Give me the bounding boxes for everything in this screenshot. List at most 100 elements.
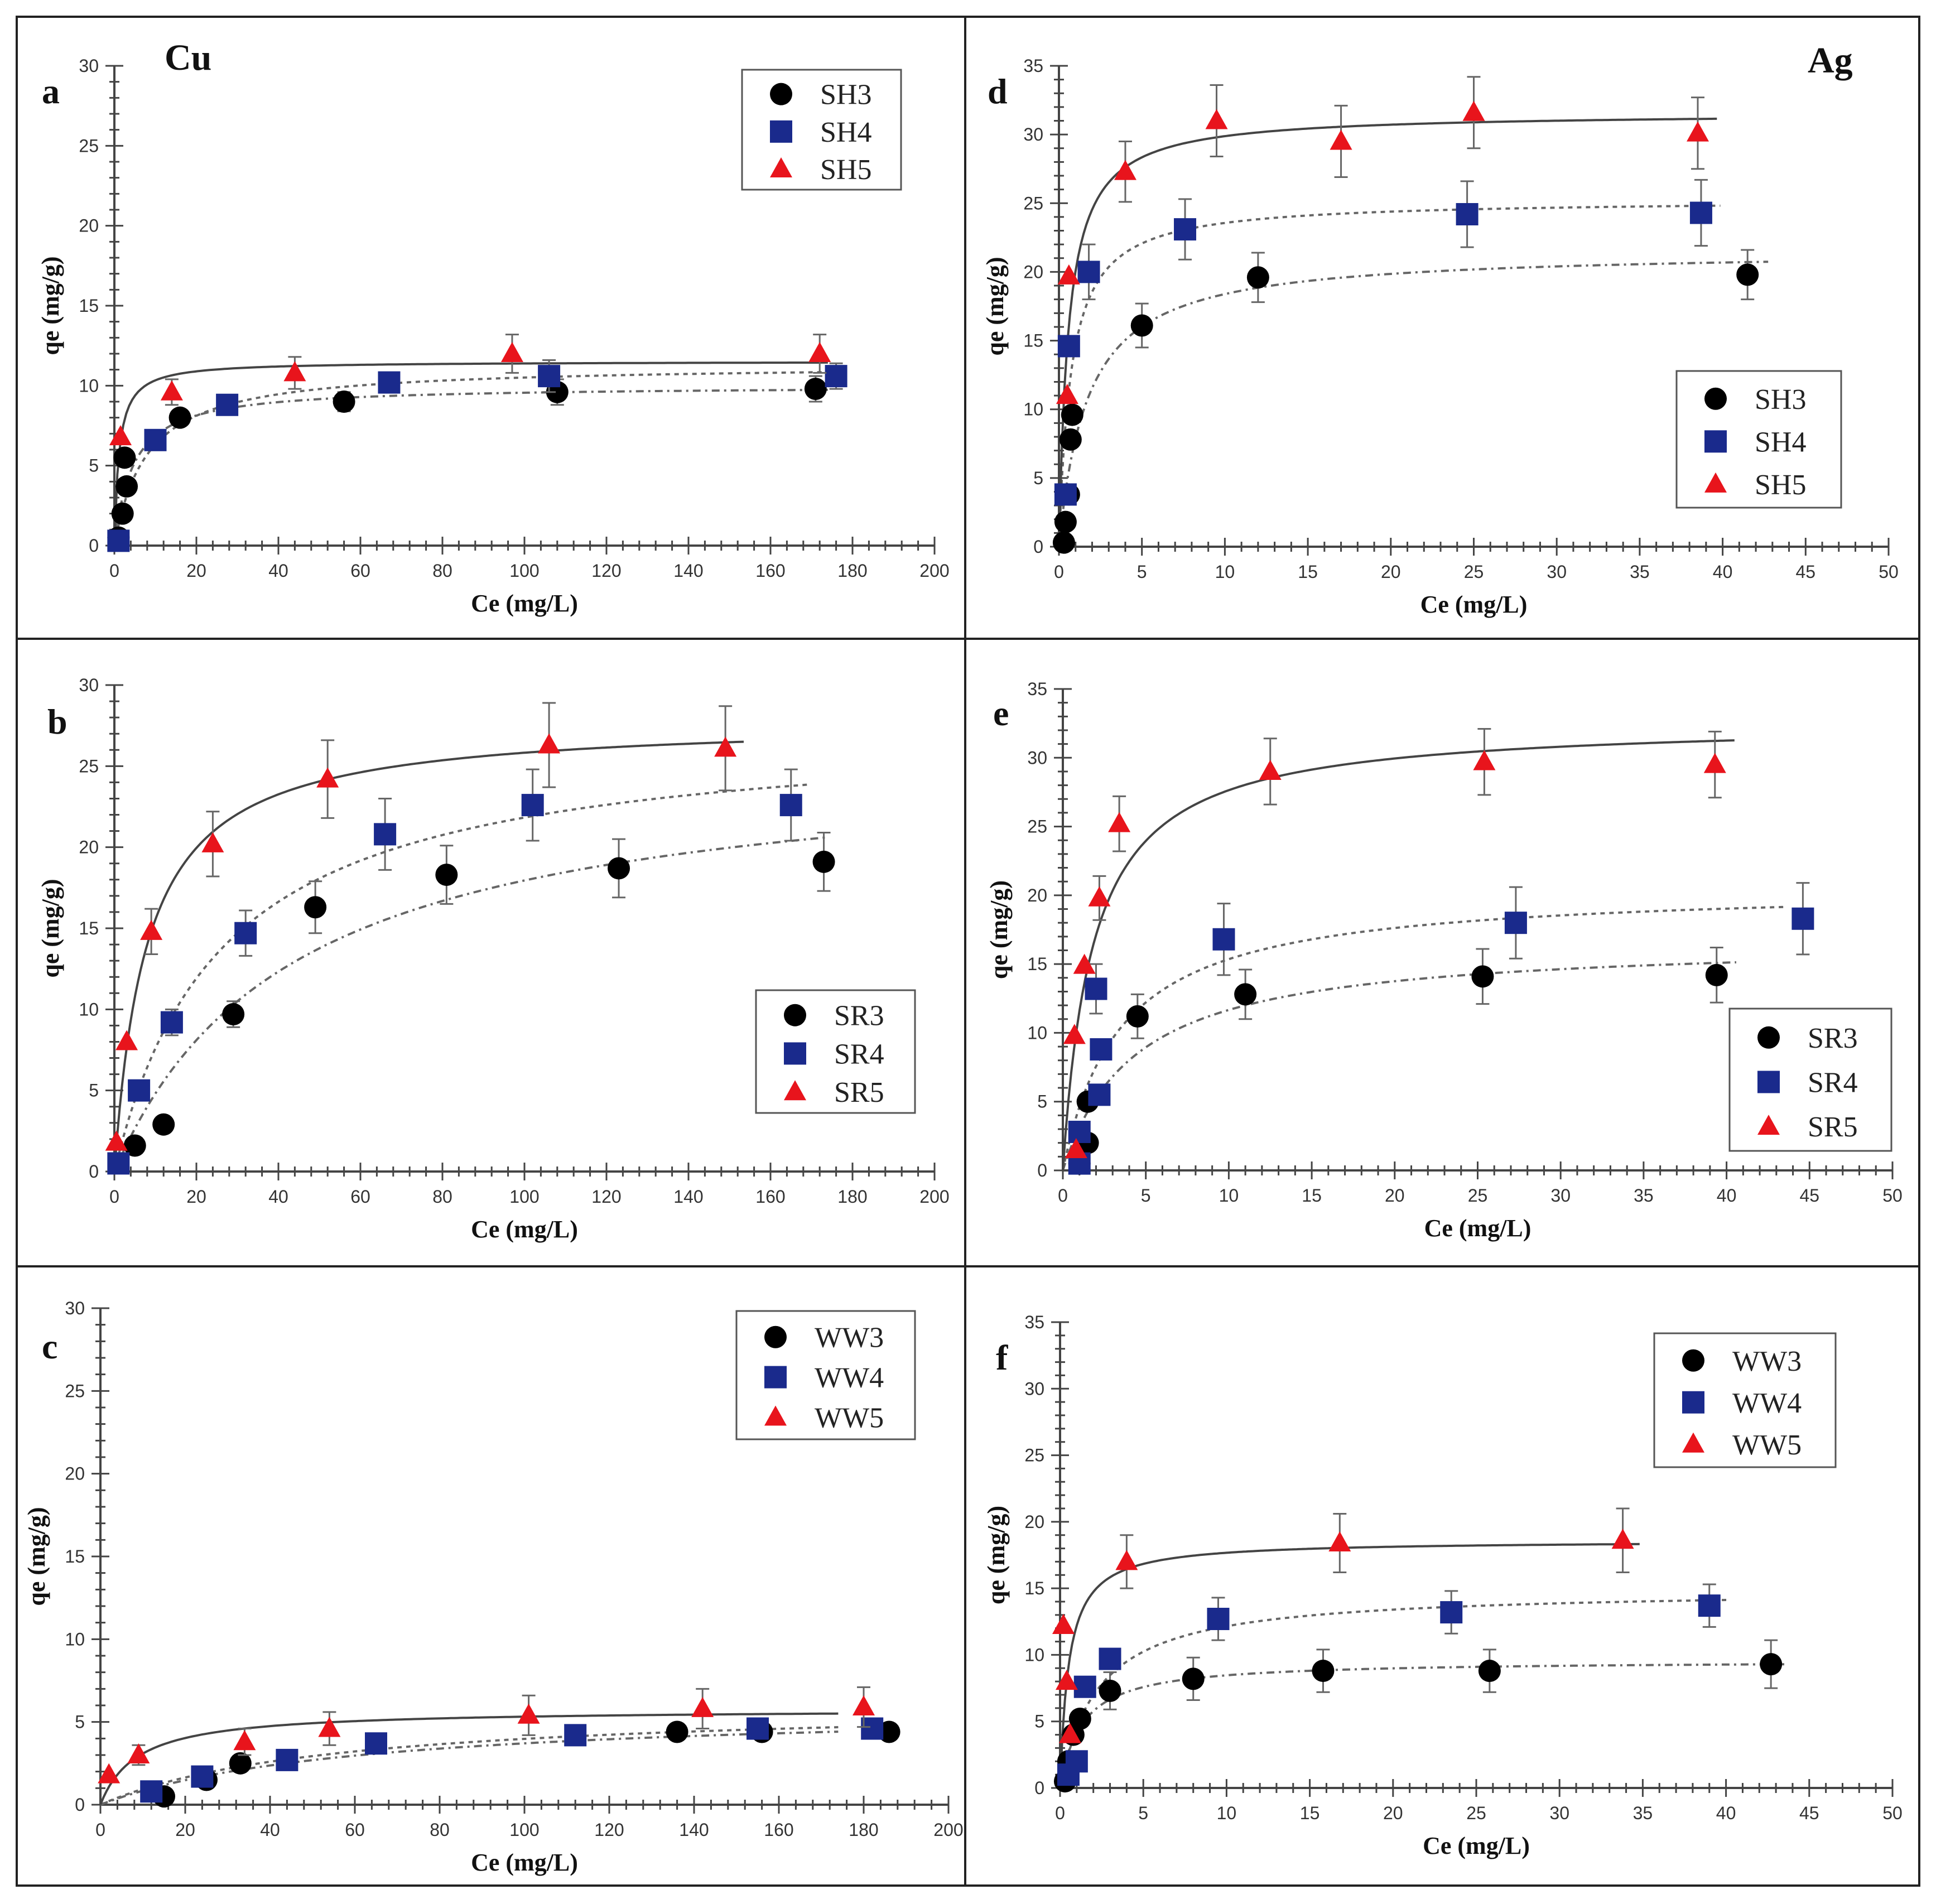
data-point-ww4	[747, 1717, 769, 1740]
data-point-sh5	[808, 342, 831, 362]
y-tick-label-c: 5	[75, 1712, 85, 1732]
y-axis-title-f: qe (mg/g)	[983, 1506, 1010, 1604]
x-tick-label-b: 20	[186, 1187, 206, 1207]
data-point-sh5	[1462, 100, 1485, 121]
y-axis-title-d: qe (mg/g)	[981, 257, 1009, 355]
data-point-sh4	[1054, 483, 1077, 506]
data-point-sh4	[1057, 335, 1080, 358]
x-tick-label-c: 200	[933, 1820, 963, 1840]
data-point-sh5	[283, 361, 306, 382]
data-point-sh3	[333, 391, 355, 413]
legend-label-sr4: SR4	[834, 1038, 884, 1070]
x-tick-label-b: 100	[509, 1187, 539, 1207]
y-tick-label-c: 15	[65, 1546, 85, 1566]
panel-e: 0 5 10 15 20 25 30 35 40 45 50 0 5 10 15 20 25 30 35 Ce (mg…	[964, 638, 1920, 1267]
x-axis-title-b: Ce (mg/L)	[471, 1216, 578, 1243]
y-tick-label-f: 0	[1034, 1778, 1044, 1798]
data-point-sh4	[1077, 261, 1100, 283]
legend-marker-sr3	[1757, 1026, 1780, 1049]
data-point-sr4	[779, 794, 802, 817]
x-tick-label-d: 0	[1054, 562, 1064, 582]
data-point-sh5	[1330, 129, 1352, 150]
data-point-sr3	[1126, 1005, 1149, 1028]
data-point-ww5	[1052, 1613, 1075, 1634]
data-point-sh3	[168, 406, 191, 429]
x-tick-label-c: 80	[430, 1820, 450, 1840]
data-point-sr4	[1088, 1083, 1111, 1106]
y-tick-label-e: 30	[1027, 748, 1047, 768]
data-point-ww5	[1055, 1670, 1078, 1690]
data-point-sr3	[1234, 983, 1257, 1006]
data-point-sr5	[316, 767, 339, 788]
data-point-sh3	[113, 446, 136, 469]
legend-label-sh4: SH4	[820, 117, 871, 148]
y-tick-label-f: 20	[1024, 1512, 1044, 1532]
data-point-sr5	[140, 919, 163, 940]
legend-marker-ww4	[764, 1366, 787, 1389]
data-point-sr5	[714, 736, 737, 757]
x-tick-label-e: 0	[1058, 1185, 1068, 1206]
legend-marker-sh3	[1704, 387, 1727, 410]
x-tick-label-d: 35	[1630, 562, 1650, 582]
legend-label-sr4: SR4	[1808, 1067, 1858, 1098]
panel-d: 0 5 10 15 20 25 30 35 40 45 50 0 5 10 15 20 25 30 35 Ce (mg…	[964, 16, 1920, 640]
panel-f-frame	[964, 1265, 1920, 1887]
x-tick-label-d: 15	[1298, 562, 1318, 582]
fit-curve-b-sr4	[113, 783, 812, 1172]
x-tick-label-a: 100	[509, 561, 539, 581]
legend-marker-sr3	[784, 1004, 806, 1026]
y-tick-label-c: 10	[65, 1629, 85, 1649]
data-point-sr5	[115, 1030, 138, 1050]
data-point-ww5	[1328, 1531, 1351, 1552]
data-point-sr5	[1703, 753, 1726, 773]
y-tick-label-f: 35	[1024, 1312, 1044, 1332]
y-tick-label-e: 35	[1027, 679, 1047, 699]
data-point-ww5	[98, 1763, 121, 1784]
data-point-ww4	[1207, 1608, 1230, 1631]
x-tick-label-f: 5	[1138, 1803, 1148, 1823]
y-axis-title-c: qe (mg/g)	[23, 1507, 50, 1606]
data-point-sh3	[804, 378, 827, 401]
x-tick-label-b: 60	[350, 1187, 370, 1207]
y-tick-label-f: 15	[1024, 1578, 1044, 1598]
data-point-sr4	[128, 1079, 151, 1102]
legend-label-sh3: SH3	[820, 79, 871, 111]
x-tick-label-e: 35	[1634, 1185, 1654, 1206]
x-tick-label-c: 60	[345, 1820, 365, 1840]
fit-curve-a-sh5	[113, 361, 828, 546]
data-point-sh3	[111, 502, 134, 525]
x-tick-label-f: 50	[1882, 1803, 1903, 1823]
data-point-sh5	[1205, 109, 1228, 129]
fit-curve-e-sr4	[1062, 905, 1785, 1171]
data-point-sr3	[304, 896, 327, 919]
x-tick-label-a: 180	[837, 561, 867, 581]
x-tick-label-f: 40	[1716, 1803, 1736, 1823]
data-point-ww3	[1099, 1679, 1121, 1702]
y-tick-label-d: 30	[1023, 124, 1043, 144]
y-tick-label-b: 5	[89, 1081, 99, 1101]
data-point-ww3	[1760, 1653, 1783, 1676]
y-tick-label-e: 20	[1027, 885, 1047, 905]
x-tick-label-f: 0	[1055, 1803, 1065, 1823]
data-point-sr4	[1085, 977, 1107, 1000]
x-tick-label-a: 40	[268, 561, 288, 581]
y-tick-label-c: 25	[65, 1381, 85, 1401]
x-tick-label-e: 10	[1219, 1185, 1239, 1206]
x-tick-label-c: 140	[679, 1820, 709, 1840]
data-point-ww5	[1058, 1723, 1081, 1743]
x-tick-label-c: 120	[594, 1820, 624, 1840]
data-point-ww3	[1312, 1660, 1335, 1683]
data-point-sh3	[115, 475, 138, 498]
data-point-sh5	[1686, 121, 1709, 142]
data-point-sr5	[201, 832, 224, 852]
legend-label-sr3: SR3	[1808, 1023, 1858, 1054]
y-tick-label-f: 10	[1024, 1645, 1044, 1665]
legend-label-sh3: SH3	[1755, 384, 1806, 416]
y-tick-label-b: 10	[79, 999, 99, 1019]
legend-marker-sh5	[770, 157, 792, 178]
data-point-sh5	[500, 342, 523, 362]
x-tick-label-f: 10	[1217, 1803, 1237, 1823]
data-point-sr4	[1504, 912, 1527, 934]
data-point-ww3	[1478, 1660, 1501, 1683]
